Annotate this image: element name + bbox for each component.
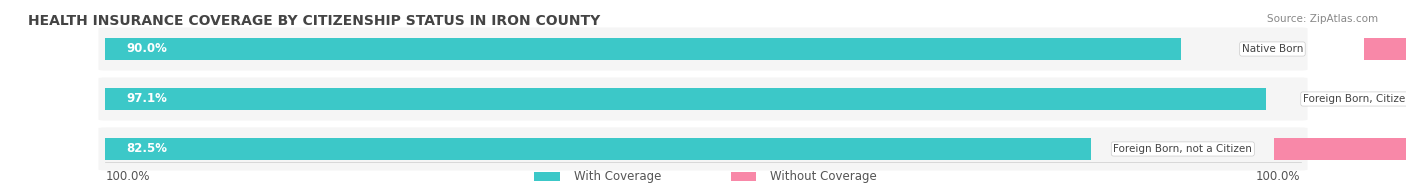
Text: HEALTH INSURANCE COVERAGE BY CITIZENSHIP STATUS IN IRON COUNTY: HEALTH INSURANCE COVERAGE BY CITIZENSHIP… bbox=[28, 14, 600, 28]
FancyBboxPatch shape bbox=[98, 27, 1308, 71]
Bar bbox=[1364, 38, 1406, 60]
Text: 100.0%: 100.0% bbox=[105, 170, 150, 183]
Bar bbox=[105, 38, 1181, 60]
FancyBboxPatch shape bbox=[98, 77, 1308, 121]
Bar bbox=[105, 138, 1091, 160]
Text: Native Born: Native Born bbox=[1241, 44, 1303, 54]
FancyBboxPatch shape bbox=[98, 127, 1308, 171]
Text: 97.1%: 97.1% bbox=[127, 93, 167, 105]
Text: 100.0%: 100.0% bbox=[1256, 170, 1301, 183]
Bar bbox=[1274, 138, 1406, 160]
Text: Foreign Born, not a Citizen: Foreign Born, not a Citizen bbox=[1114, 144, 1253, 154]
Text: 90.0%: 90.0% bbox=[127, 43, 167, 55]
Text: Without Coverage: Without Coverage bbox=[770, 170, 877, 183]
Bar bbox=[534, 172, 560, 181]
Bar bbox=[731, 172, 756, 181]
Text: With Coverage: With Coverage bbox=[574, 170, 661, 183]
Bar bbox=[105, 88, 1265, 110]
Text: Foreign Born, Citizen: Foreign Born, Citizen bbox=[1303, 94, 1406, 104]
Text: 82.5%: 82.5% bbox=[127, 142, 167, 155]
Text: Source: ZipAtlas.com: Source: ZipAtlas.com bbox=[1267, 14, 1378, 24]
